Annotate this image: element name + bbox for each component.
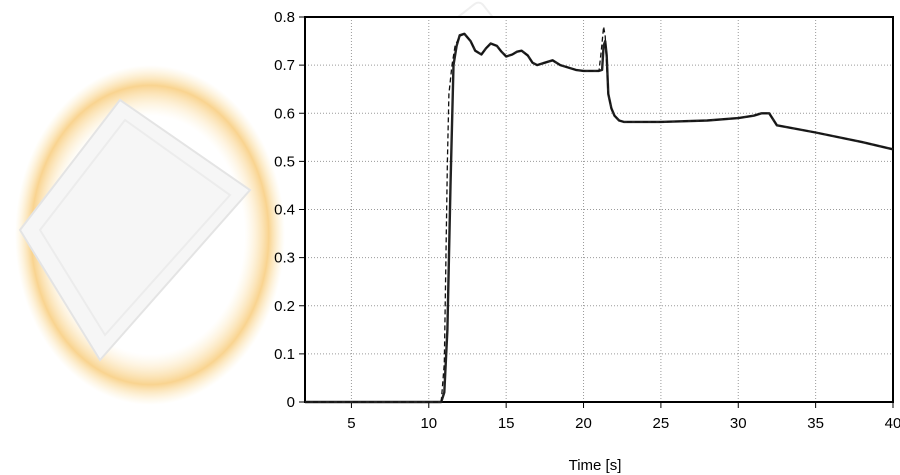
x-tick-label: 20 (575, 415, 592, 432)
y-tick-label: 0.8 (274, 9, 295, 26)
x-tick-label: 10 (420, 415, 437, 432)
x-tick-labels: 5 10 15 20 25 30 35 40 (347, 415, 900, 432)
x-tick-label: 40 (885, 415, 900, 432)
watermark-diamond (18, 98, 252, 362)
axis-ticks (299, 16, 894, 408)
y-tick-label: 0.2 (274, 298, 295, 315)
x-axis-label: Time [s] (569, 457, 622, 474)
y-tick-label: 0.4 (274, 202, 295, 219)
y-tick-label: 0 (287, 394, 295, 411)
x-tick-label: 15 (498, 415, 515, 432)
series-lines (305, 25, 894, 404)
y-tick-label: 0.6 (274, 105, 295, 122)
y-tick-label: 0.5 (274, 153, 295, 170)
y-tick-labels: 0 0.1 0.2 0.3 0.4 0.5 0.6 0.7 0.8 (274, 9, 295, 411)
grid (305, 17, 893, 402)
series-line-dashed (305, 25, 894, 403)
x-tick-label: 5 (347, 415, 355, 432)
y-tick-label: 0.1 (274, 346, 295, 363)
y-tick-label: 0.3 (274, 250, 295, 267)
y-tick-label: 0.7 (274, 57, 295, 74)
x-tick-label: 30 (730, 415, 747, 432)
x-tick-label: 35 (807, 415, 824, 432)
x-tick-label: 25 (653, 415, 670, 432)
watermark-diamond-inner (38, 118, 232, 337)
